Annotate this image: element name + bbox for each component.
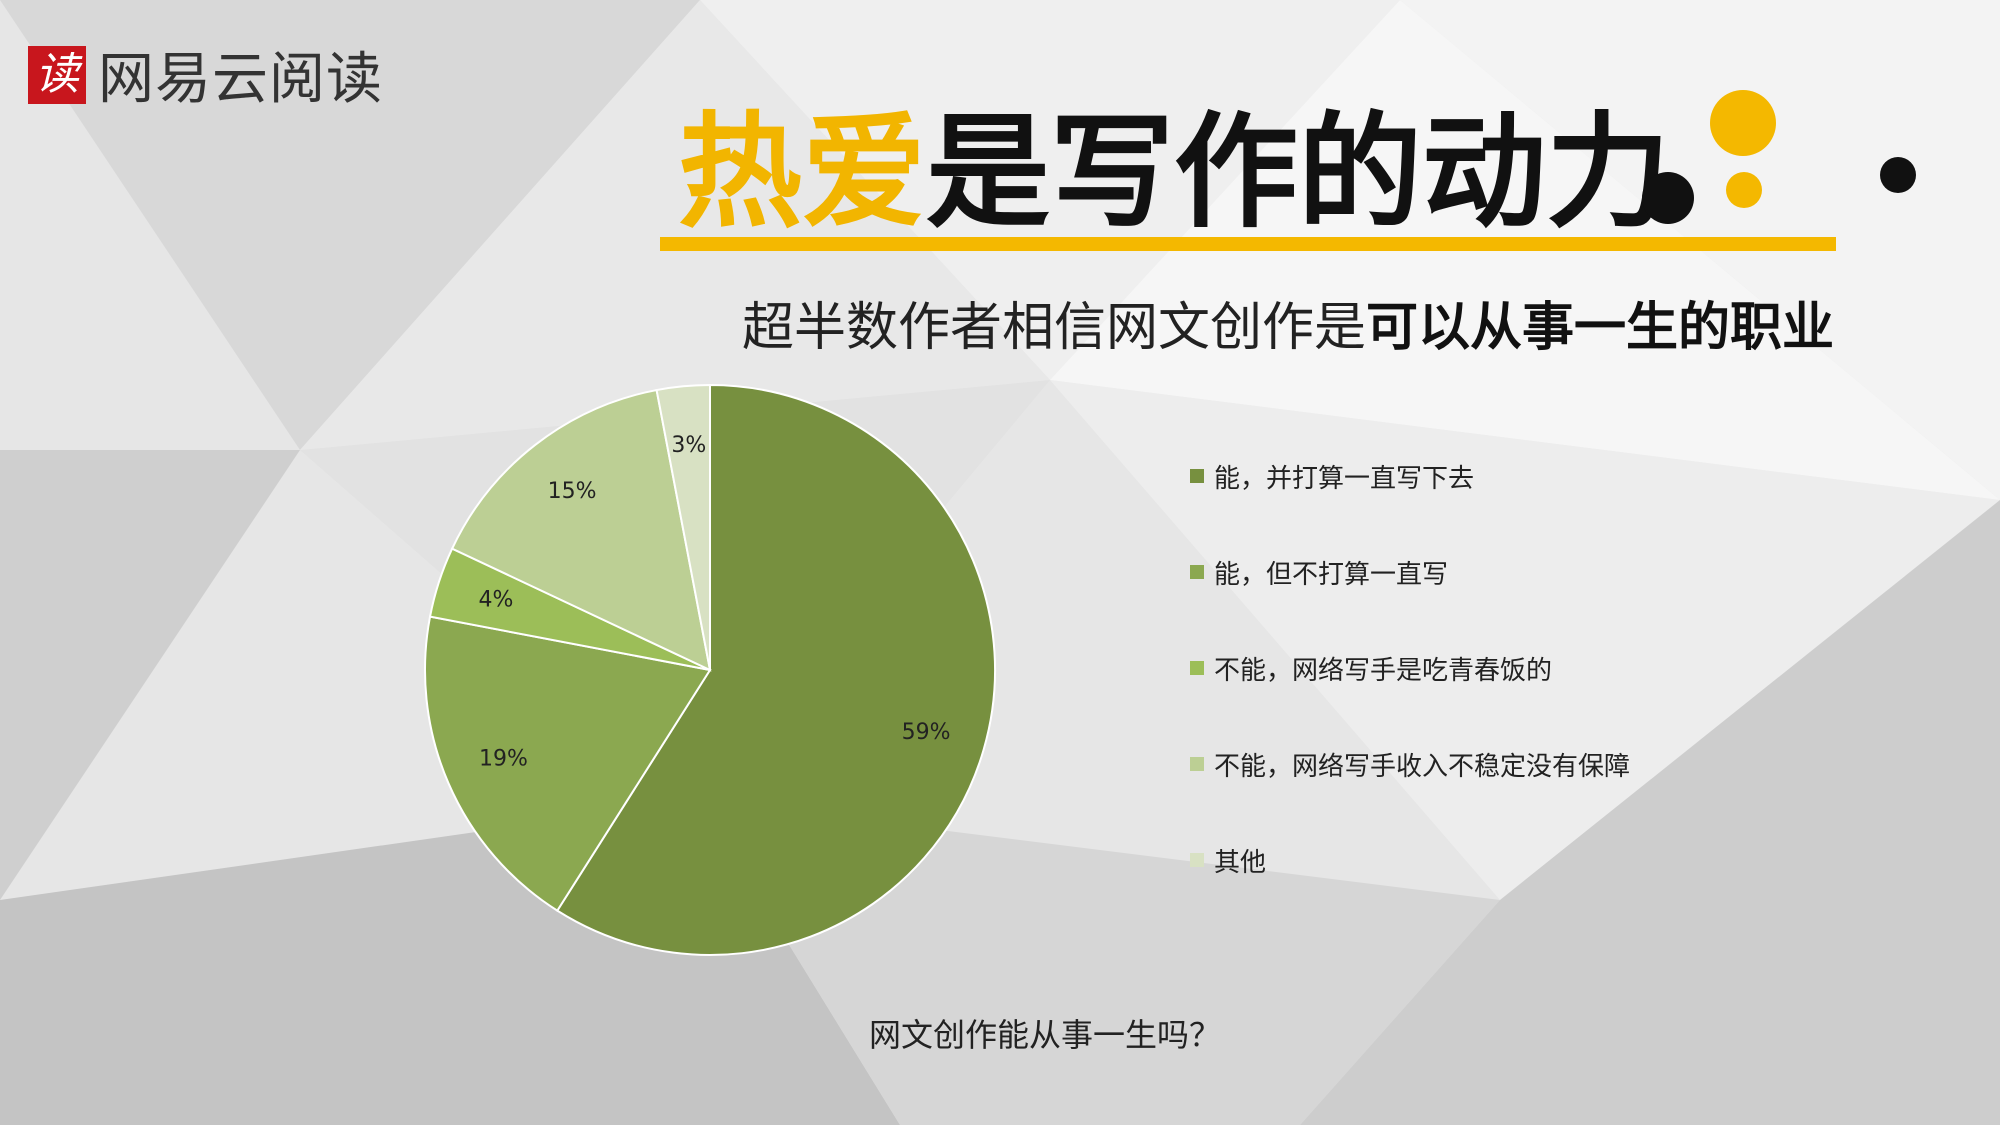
logo-text: 网易云阅读	[98, 47, 383, 112]
logo-badge: 读	[28, 45, 86, 104]
decor-dot-yellow-small	[1726, 172, 1762, 208]
legend-swatch	[1190, 469, 1204, 483]
pie-data-label: 15%	[548, 479, 597, 504]
subtitle-bold: 可以从事一生的职业	[1365, 298, 1834, 358]
subtitle: 超半数作者相信网文创作是可以从事一生的职业	[742, 285, 1834, 360]
pie-slice	[555, 383, 996, 956]
pie-slice	[424, 615, 712, 913]
pie-slice	[655, 383, 711, 671]
legend-swatch	[1190, 757, 1204, 771]
legend-swatch	[1190, 565, 1204, 579]
pie-slice	[450, 388, 712, 672]
title-underline	[660, 237, 1836, 251]
pie-data-label: 3%	[671, 433, 706, 458]
legend-swatch	[1190, 661, 1204, 675]
decor-dot-black-right	[1880, 157, 1916, 193]
brand-logo: 读 网易云阅读	[28, 34, 383, 115]
decor-dot-yellow-large	[1710, 90, 1776, 156]
legend-item: 能，并打算一直写下去	[1190, 428, 1630, 524]
legend-label: 其他	[1214, 847, 1267, 878]
page-title: 热爱是写作的动力	[678, 98, 1670, 248]
chart-xlabel: 网文创作能从事一生吗？	[868, 1016, 1221, 1054]
pie-data-label: 59%	[902, 720, 951, 745]
title-highlight: 热爱	[678, 101, 927, 245]
legend-item: 其他	[1190, 812, 1630, 908]
legend-item: 不能，网络写手是吃青春饭的	[1190, 620, 1630, 716]
legend-swatch	[1190, 853, 1204, 867]
legend-label: 不能，网络写手收入不稳定没有保障	[1214, 751, 1631, 782]
title-rest: 是写作的动力	[926, 101, 1671, 245]
legend-label: 能，并打算一直写下去	[1214, 463, 1475, 494]
legend-label: 能，但不打算一直写	[1214, 559, 1449, 590]
pie-chart: 59% 19% 4% 15% 3%	[424, 383, 996, 956]
chart-legend: 能，并打算一直写下去 能，但不打算一直写不能，网络写手是吃青春饭的不能，网络写手收…	[1190, 428, 1630, 908]
legend-label: 不能，网络写手是吃青春饭的	[1214, 655, 1553, 686]
decor-dot-black-left	[1642, 172, 1694, 224]
subtitle-normal: 超半数作者相信网文创作是	[741, 298, 1366, 358]
pie-data-label: 4%	[479, 587, 514, 612]
legend-item: 能，但不打算一直写	[1190, 524, 1630, 620]
pie-data-label: 19%	[479, 746, 528, 771]
legend-item: 不能，网络写手收入不稳定没有保障	[1190, 716, 1630, 812]
